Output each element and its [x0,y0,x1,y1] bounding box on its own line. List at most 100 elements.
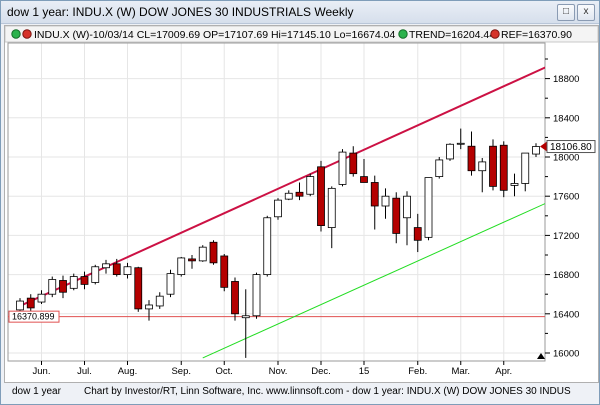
candle-body-up [274,199,282,218]
ref-line-tag: 16370.899 [8,310,60,323]
last-price-arrow-icon [540,141,547,152]
chart-area[interactable]: INDU.X (W)-10/03/14 CL=17009.69 OP=17107… [4,25,599,383]
candle [338,149,347,187]
candle-body-up [177,257,186,276]
footer-left: dow 1 year [12,386,61,397]
scroll-up-icon[interactable] [537,353,545,359]
last-price-tag: 18106.80 [540,140,596,154]
candle [413,213,422,253]
candle-body-up [510,183,519,186]
candle [155,292,164,309]
x-tick-label: Nov. [269,366,288,377]
status-red-icon [22,29,32,39]
candle [252,272,261,319]
legend-ref: REF=16370.90 [501,29,572,41]
candle-body-down [80,276,89,285]
candle-body-up [198,246,207,262]
y-tick-label: 18000 [553,153,579,164]
candle [241,289,250,358]
ref-red-icon [490,29,500,39]
candle-body-up [263,217,272,275]
candle-body-up [241,315,250,319]
status-bar: dow 1 year Chart by Investor/RT, Linn So… [4,383,597,401]
candle [274,198,282,220]
candle [134,266,143,312]
candle [91,264,100,285]
legend-quote: INDU.X (W)-10/03/14 CL=17009.69 OP=17107… [34,29,395,41]
candle [123,262,132,279]
candle [424,177,433,241]
upper-channel-line [19,66,545,307]
candle [80,271,89,290]
candle-body-up [424,177,433,238]
candle [327,186,336,249]
last-price-label: 18106.80 [550,142,592,153]
candle [166,269,175,298]
candle [231,277,239,321]
candle-body-up [37,293,46,303]
candle-body-up [456,142,465,145]
candle-body-down [392,197,401,234]
x-tick-label: Sep. [171,366,191,377]
x-tick-label: Mar. [452,366,470,377]
candle-body-up [306,176,315,195]
title-bar[interactable]: dow 1 year: INDU.X (W) DOW JONES 30 INDU… [1,1,599,24]
candle-body-down [26,297,35,309]
x-axis-labels: Jun. Jul. Aug. Sep. Oct. Nov. Dec. 15 Feb. Mar. Ap… [33,361,512,377]
candle-body-up [284,192,293,200]
close-button[interactable]: x [577,4,595,21]
ref-line-label: 16370.899 [12,312,55,322]
y-tick-label: 18800 [553,74,579,85]
candle-body-down [349,152,358,175]
candle [510,173,519,197]
candle-body-up [435,159,444,178]
candle [435,157,444,179]
footer-credit: Chart by Investor/RT, Linn Software, Inc… [84,386,571,397]
candle-body-up [532,146,540,155]
candle [48,276,57,298]
x-tick-label: 15 [359,366,370,377]
candle-body-up [48,279,57,295]
window-title: dow 1 year: INDU.X (W) DOW JONES 30 INDU… [7,5,354,19]
candle [381,188,390,219]
chart-svg[interactable]: INDU.X (W)-10/03/14 CL=17009.69 OP=17107… [4,25,599,382]
candle-body-down [220,255,229,288]
candle [220,254,229,292]
candle-body-down [413,227,422,241]
candle [198,245,207,262]
candle [532,143,540,157]
candle [467,131,476,176]
candle-body-up [166,273,175,295]
x-tick-label: Aug. [118,366,138,377]
candle [317,160,325,232]
x-tick-label: Feb. [408,366,427,377]
trend-green-icon [398,29,408,39]
candle-body-up [521,152,530,184]
candle [521,152,530,192]
y-tick-label: 17600 [553,192,579,203]
candle [392,192,401,244]
candle [69,273,78,291]
candle [209,240,218,265]
y-tick-label: 16800 [553,270,579,281]
candle-body-down [370,182,379,207]
candle [263,215,272,277]
candle [37,290,46,304]
x-tick-label: Jul. [77,366,92,377]
candle-body-up [69,276,78,289]
candle-body-up [252,274,261,317]
candle [456,128,465,150]
candle [145,300,153,321]
candle-body-up [16,300,24,311]
candle [403,191,411,246]
candle [349,146,358,177]
candle [102,259,110,274]
candle [26,294,35,312]
candle [446,143,454,161]
x-tick-label: Dec. [311,366,331,377]
candle-body-up [102,263,110,269]
candle-body-up [381,195,390,207]
candle-body-down [360,176,368,183]
restore-button[interactable]: □ [557,4,575,21]
